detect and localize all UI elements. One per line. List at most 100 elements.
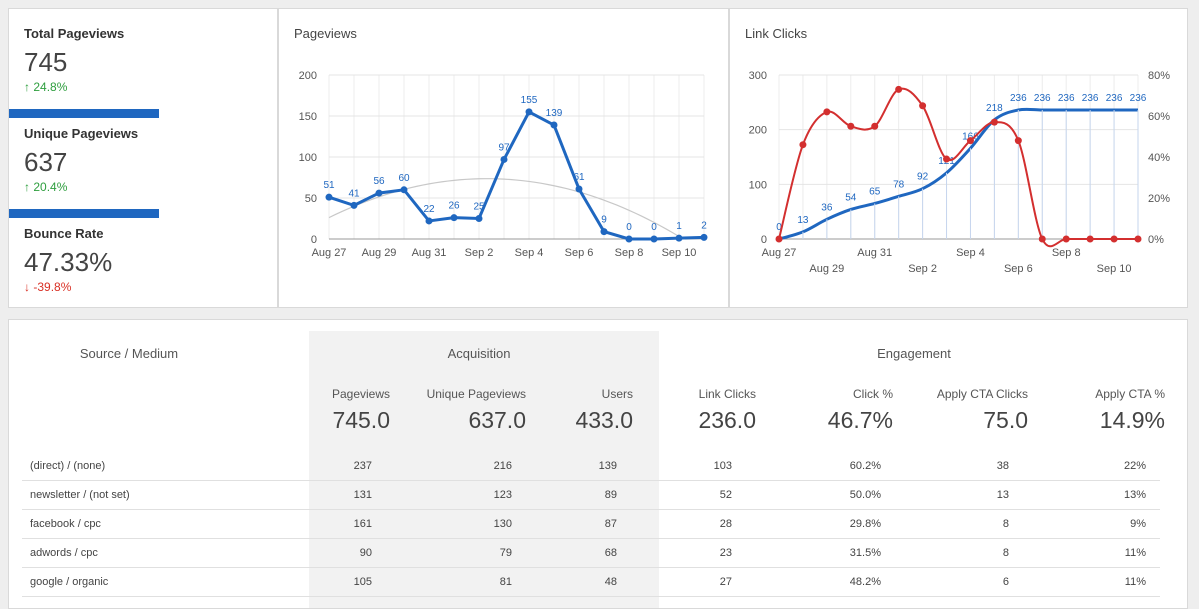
data-label: 0 — [776, 222, 782, 233]
data-label: 51 — [323, 180, 335, 191]
x-tick-label: Aug 27 — [312, 247, 347, 259]
table-row[interactable]: adwords / cpc 90 79 68 23 31.5% 8 11% — [22, 538, 1160, 568]
data-point — [650, 235, 658, 243]
source-medium-cell: adwords / cpc — [30, 547, 98, 559]
x-tick-label: Sep 4 — [956, 247, 985, 259]
column-header[interactable]: Apply CTA % — [1095, 387, 1165, 401]
y-tick-label: 300 — [749, 70, 767, 82]
kpi-value: 637 — [24, 147, 68, 177]
data-label: 9 — [601, 215, 607, 226]
data-point — [525, 108, 533, 116]
column-header[interactable]: Apply CTA Clicks — [936, 387, 1028, 401]
kpi-delta: ↑ 20.4% — [24, 180, 138, 194]
table-cell: 130 — [493, 518, 512, 530]
source-medium-cell: facebook / cpc — [30, 518, 101, 530]
kpi-value: 745 — [24, 47, 68, 77]
data-label: 139 — [546, 108, 563, 119]
acquisition-column-group-bg — [309, 331, 659, 608]
data-point — [775, 235, 783, 243]
table-row[interactable]: newsletter / (not set) 131 123 89 52 50.0% 13 1… — [22, 480, 1160, 510]
kpi-delta-value: -39.8% — [33, 280, 72, 294]
source-medium-cell: (direct) / (none) — [30, 460, 106, 472]
source-medium-header[interactable]: Source / Medium — [79, 346, 179, 361]
kpi-delta-value: 24.8% — [33, 80, 68, 94]
data-point — [350, 201, 358, 209]
kpi-panel: Total Pageviews 745 ↑ 24.8% Unique Pagev… — [8, 8, 278, 308]
column-header[interactable]: Unique Pageviews — [426, 387, 526, 401]
x-tick-label: Sep 8 — [1052, 247, 1081, 259]
column-total: 46.7% — [827, 407, 893, 433]
data-label: 166 — [962, 131, 979, 142]
table-cell: 123 — [493, 489, 512, 501]
data-label: 236 — [1082, 93, 1099, 104]
x-tick-label: Sep 4 — [515, 247, 544, 259]
kpi-title: Unique Pageviews — [24, 126, 139, 141]
kpi-delta-value: 20.4% — [33, 180, 68, 194]
kpi-bounce-rate: Bounce Rate 47.33% ↓ -39.8% — [24, 226, 112, 294]
table-cell: 29.8% — [849, 518, 881, 530]
data-point — [500, 155, 508, 163]
column-total: 745.0 — [332, 407, 390, 433]
data-label: 65 — [869, 186, 881, 197]
arrow-up-icon: ↑ — [24, 180, 30, 194]
data-label: 218 — [986, 103, 1003, 114]
y-tick-label: 200 — [299, 70, 317, 82]
table-cell: 48.2% — [849, 576, 881, 588]
table-row[interactable]: google / organic 105 81 48 27 48.2% 6 11% — [22, 567, 1160, 597]
x-tick-label: Aug 29 — [362, 247, 397, 259]
table-cell: 90 — [359, 547, 372, 559]
table-cell: 216 — [493, 460, 512, 472]
table-cell: 31.5% — [849, 547, 881, 559]
trendline — [328, 178, 704, 240]
data-label: 13 — [797, 215, 809, 226]
table-cell: 60.2% — [849, 460, 881, 472]
data-label: 60 — [398, 173, 410, 184]
data-point — [1134, 235, 1142, 243]
link-clicks-chart-panel: Link Clicks 0 100 200 300 0% 20% 40% 60% 80% Aug … — [729, 8, 1188, 308]
acquisition-group-header: Acquisition — [447, 346, 511, 361]
series-line — [778, 107, 1138, 241]
table-cell: 27 — [719, 576, 732, 588]
table-cell: 139 — [598, 460, 617, 472]
x-tick-label: Aug 31 — [412, 247, 447, 259]
x-tick-label: Sep 10 — [662, 247, 697, 259]
data-point — [575, 185, 583, 193]
column-header[interactable]: Link Clicks — [698, 387, 756, 401]
column-total: 433.0 — [575, 407, 633, 433]
table-cell: 52 — [719, 489, 732, 501]
table-cell: 131 — [353, 489, 372, 501]
data-label: 155 — [521, 95, 538, 106]
data-label: 36 — [821, 202, 833, 213]
data-label: 25 — [473, 202, 485, 213]
data-label: 22 — [423, 204, 435, 215]
data-point — [919, 102, 927, 110]
data-label: 92 — [917, 172, 929, 183]
data-label: 236 — [1106, 93, 1123, 104]
y-tick-label: 200 — [749, 125, 767, 137]
table-row[interactable]: (direct) / (none) 237 216 139 103 60.2% 38 22% — [22, 451, 1160, 481]
column-total: 75.0 — [983, 407, 1028, 433]
arrow-down-icon: ↓ — [24, 280, 30, 294]
y-tick-label: 0 — [761, 234, 767, 246]
y-right-tick-label: 20% — [1148, 193, 1170, 205]
table-cell: 68 — [604, 547, 617, 559]
data-label: 236 — [1058, 93, 1075, 104]
data-label: 236 — [1130, 93, 1147, 104]
table-cell: 11% — [1124, 547, 1146, 559]
table-cell: 22% — [1123, 460, 1146, 472]
table-cell: 161 — [353, 518, 372, 530]
data-label: 2 — [701, 220, 707, 231]
data-label: 41 — [348, 188, 360, 199]
table-row[interactable]: facebook / cpc 161 130 87 28 29.8% 8 9% — [22, 509, 1160, 539]
column-header[interactable]: Users — [601, 387, 633, 401]
data-label: 54 — [845, 192, 857, 203]
y-tick-label: 150 — [299, 111, 317, 123]
table-cell: 81 — [499, 576, 512, 588]
table-cell: 28 — [719, 518, 732, 530]
y-tick-label: 50 — [305, 193, 317, 205]
data-label: 1 — [676, 221, 682, 232]
y-right-tick-label: 80% — [1148, 70, 1170, 82]
column-header[interactable]: Click % — [852, 387, 893, 401]
column-header[interactable]: Pageviews — [331, 387, 390, 401]
